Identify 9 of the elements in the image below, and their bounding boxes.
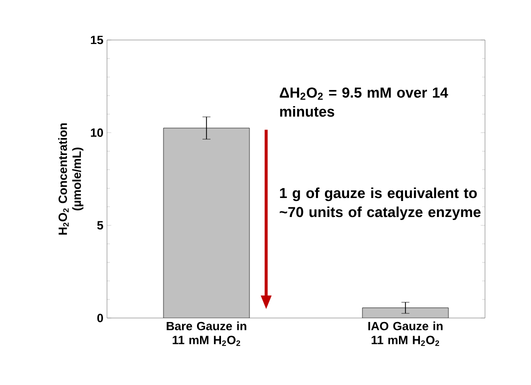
annotation: ΔH$_{2}$O$_{2}$ = 9.5 mM over 14 minutes xyxy=(280,87,448,117)
y-tick-label: 15 xyxy=(90,36,104,44)
x-tick-label: IAO Gauze in 11 mM H$_{2}$O$_{2}$ xyxy=(368,322,443,346)
y-axis-title: H$_{2}$O$_{2}$ Concentration (µmole/mL) xyxy=(58,123,84,235)
y-tick-label: 5 xyxy=(97,221,104,230)
x-tick-label: Bare Gauze in 11 mM H$_{2}$O$_{2}$ xyxy=(166,322,246,346)
y-tick-label: 10 xyxy=(90,128,103,137)
y-tick-label: 0 xyxy=(97,314,103,322)
annotation: 1 g of gauze is equivalent to ~70 units of catalyze enzyme xyxy=(280,188,481,220)
